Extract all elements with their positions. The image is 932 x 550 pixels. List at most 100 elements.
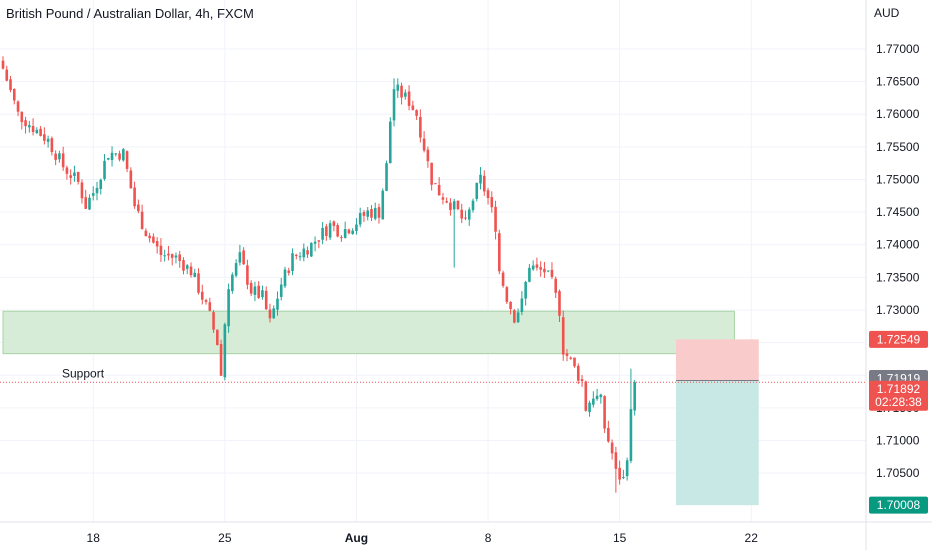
candle bbox=[76, 171, 80, 185]
candle-body bbox=[569, 357, 573, 359]
candle-body bbox=[122, 149, 125, 161]
candle bbox=[50, 136, 54, 156]
candle bbox=[599, 393, 603, 404]
candle bbox=[377, 203, 381, 224]
x-tick-label: 18 bbox=[87, 531, 101, 545]
candle-body bbox=[509, 301, 512, 309]
candle-body bbox=[223, 324, 227, 378]
candle bbox=[347, 228, 351, 235]
candle bbox=[550, 262, 554, 280]
candle-body bbox=[351, 230, 354, 234]
candle-body bbox=[61, 153, 65, 168]
candle bbox=[118, 150, 121, 162]
candle-body bbox=[310, 242, 313, 257]
candle-body bbox=[88, 197, 91, 210]
candle bbox=[381, 188, 385, 220]
candle bbox=[592, 391, 595, 408]
short-position-tool[interactable] bbox=[676, 339, 759, 506]
candle-body bbox=[407, 91, 411, 106]
candle-body bbox=[16, 101, 20, 112]
candle bbox=[212, 310, 215, 333]
x-tick-label: 25 bbox=[218, 531, 232, 545]
candle bbox=[16, 100, 20, 117]
candle-body bbox=[456, 200, 460, 210]
candle bbox=[366, 207, 370, 221]
candle-body bbox=[595, 395, 599, 400]
candle-body bbox=[561, 317, 565, 355]
candle bbox=[404, 89, 407, 100]
y-tick-label: 1.74000 bbox=[876, 238, 920, 252]
candle-body bbox=[490, 197, 494, 208]
candle bbox=[24, 116, 27, 134]
candle-body bbox=[159, 245, 163, 256]
candle-body bbox=[460, 209, 464, 219]
candle-body bbox=[182, 260, 185, 271]
candle-body bbox=[9, 79, 12, 91]
support-zone: Support bbox=[2, 310, 735, 381]
candle bbox=[625, 457, 629, 481]
candle-body bbox=[54, 153, 57, 160]
candle bbox=[163, 249, 166, 262]
candle-body bbox=[185, 265, 189, 269]
candle-body bbox=[193, 272, 197, 277]
candle-body bbox=[486, 190, 490, 199]
candle-body bbox=[227, 289, 230, 327]
candle-body bbox=[366, 210, 370, 217]
chart-title: British Pound / Australian Dollar, 4h, F… bbox=[6, 6, 254, 21]
candle-body bbox=[370, 208, 373, 218]
candle-body bbox=[622, 477, 625, 479]
candle-body bbox=[528, 267, 531, 282]
candle bbox=[392, 78, 396, 127]
candle bbox=[524, 280, 527, 306]
candle-body bbox=[441, 197, 445, 200]
candle bbox=[133, 181, 136, 209]
candle-body bbox=[264, 290, 268, 310]
candle bbox=[242, 247, 245, 265]
candle-body bbox=[498, 233, 501, 272]
candle-body bbox=[302, 248, 306, 258]
candle bbox=[200, 284, 204, 305]
candle-body bbox=[430, 162, 433, 185]
y-tick-label: 1.71000 bbox=[876, 433, 920, 447]
candle-body bbox=[167, 253, 170, 256]
candle-body bbox=[253, 286, 257, 295]
candle bbox=[629, 368, 633, 464]
candle-body bbox=[343, 229, 347, 238]
candle bbox=[332, 220, 336, 232]
candle-body bbox=[467, 209, 471, 220]
candle bbox=[306, 246, 309, 259]
candle bbox=[125, 150, 129, 173]
candle-body bbox=[110, 152, 114, 160]
candle bbox=[622, 469, 625, 480]
candle-body bbox=[76, 171, 80, 182]
candle bbox=[321, 222, 324, 245]
candle bbox=[516, 308, 520, 323]
candle-body bbox=[24, 120, 27, 127]
candle-body bbox=[246, 265, 249, 285]
candle bbox=[490, 191, 494, 213]
candle-body bbox=[599, 394, 603, 398]
candle bbox=[253, 281, 257, 302]
candle-body bbox=[580, 379, 584, 381]
candle-body bbox=[208, 302, 212, 311]
candle bbox=[317, 240, 321, 249]
candle bbox=[249, 280, 253, 297]
candle bbox=[535, 257, 539, 271]
candle bbox=[343, 221, 347, 239]
candle-body bbox=[58, 153, 61, 160]
candle bbox=[509, 301, 512, 315]
candle-body bbox=[400, 85, 403, 98]
candle bbox=[449, 198, 452, 216]
candle-body bbox=[170, 254, 174, 258]
take-profit-zone bbox=[676, 380, 759, 506]
y-tick-label: 1.73500 bbox=[876, 270, 920, 284]
candle bbox=[588, 400, 591, 417]
candle bbox=[505, 285, 509, 305]
candle-body bbox=[543, 268, 546, 273]
candle-body bbox=[614, 452, 618, 469]
candle-body bbox=[625, 460, 629, 477]
candle bbox=[362, 210, 366, 222]
candle-body bbox=[325, 226, 328, 236]
